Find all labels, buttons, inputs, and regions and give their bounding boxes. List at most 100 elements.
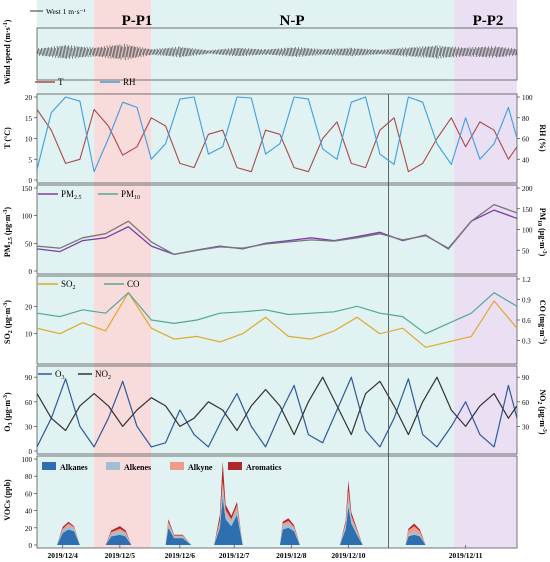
wind-barb <box>349 47 352 57</box>
wind-barb <box>470 48 473 56</box>
wind-barb <box>120 46 123 58</box>
wind-barb <box>43 47 46 57</box>
wind-barb <box>346 48 349 56</box>
wind-barb <box>413 47 416 57</box>
wind-barb <box>466 47 469 57</box>
wind-barb <box>209 49 212 55</box>
wind-barb <box>69 47 72 57</box>
wind-barb <box>312 49 315 55</box>
wind-barb <box>355 48 358 56</box>
wind-barb <box>299 48 302 56</box>
wind-barb <box>192 48 195 56</box>
wind-barb <box>162 48 165 56</box>
wind-barb <box>160 49 163 55</box>
wind-barb <box>319 48 322 56</box>
wind-barb <box>285 48 288 56</box>
wind-barb <box>386 48 389 56</box>
wind-barb <box>85 48 88 56</box>
wind-barb <box>363 48 366 56</box>
series-o3-line <box>37 376 517 448</box>
wind-barb <box>89 47 92 57</box>
ytick-label-gas2-left: 90 <box>25 374 33 382</box>
wind-barb <box>86 46 89 58</box>
wind-barb <box>283 47 286 57</box>
wind-barb <box>316 48 319 56</box>
wind-barb <box>180 47 183 57</box>
wind-barb <box>406 48 409 56</box>
wind-barb <box>183 47 186 57</box>
wind-barb <box>515 49 517 55</box>
wind-barb <box>513 48 516 56</box>
wind-barb <box>432 45 435 59</box>
wind-barb <box>260 49 263 55</box>
wind-barb <box>463 47 466 57</box>
wind-barb <box>392 48 395 56</box>
wind-barb <box>446 46 449 58</box>
wind-barb <box>330 48 333 56</box>
wind-barb <box>338 49 340 55</box>
ytick-label-met-right: 80 <box>522 115 530 123</box>
wind-barb <box>498 46 500 58</box>
wind-barb <box>52 48 55 56</box>
wind-barb <box>493 47 496 57</box>
wind-barb <box>273 49 276 55</box>
wind-barb <box>455 46 458 58</box>
wind-barb <box>329 49 332 55</box>
wind-barb <box>309 48 312 56</box>
wind-barb <box>219 49 222 55</box>
wind-barb <box>118 45 120 59</box>
wind-barb <box>233 47 236 57</box>
wind-barb <box>82 47 85 57</box>
ytick-label-met-left: 20 <box>25 94 33 102</box>
wind-barb <box>325 49 328 55</box>
frame-voc <box>36 455 518 549</box>
wind-barb <box>126 44 129 60</box>
wind-barb <box>303 47 306 57</box>
wind-barb <box>232 48 235 56</box>
plot-area <box>37 43 517 545</box>
wind-barb <box>220 49 223 55</box>
wind-barb <box>223 49 226 55</box>
wind-barb <box>418 48 420 56</box>
wind-barb <box>399 47 402 57</box>
wind-barb <box>485 46 488 58</box>
wind-barb <box>122 46 125 58</box>
y2label-co: CO (mg·m-3) <box>538 300 547 345</box>
ytick-label-met-left: 0 <box>29 177 33 185</box>
wind-barb <box>416 46 419 58</box>
legend-no2-label: NO2 <box>95 369 111 381</box>
wind-barb <box>258 48 260 56</box>
wind-barb <box>228 48 230 56</box>
wind-barb <box>243 49 246 55</box>
wind-barb <box>436 45 439 59</box>
wind-barb <box>265 49 268 55</box>
ytick-label-pm-left: 50 <box>25 240 33 248</box>
wind-barb <box>186 47 189 57</box>
wind-barb <box>149 49 152 55</box>
wind-barb <box>488 46 490 58</box>
wind-barb <box>308 48 310 56</box>
wind-barb <box>208 50 210 54</box>
wind-barb <box>379 49 382 55</box>
ytick-label-pm-right: 50 <box>522 247 530 255</box>
ytick-label-gas2-right: 60 <box>522 399 530 407</box>
wind-barb <box>478 46 480 58</box>
y2label-rh: RH (%) <box>538 124 547 152</box>
wind-barb <box>293 48 296 56</box>
wind-barb <box>109 45 112 59</box>
wind-barb <box>352 49 355 55</box>
wind-barb <box>196 49 199 55</box>
wind-barb <box>165 48 168 56</box>
wind-barb <box>59 45 62 59</box>
wind-barb <box>48 47 50 57</box>
ytick-label-gas1-right: 0.6 <box>522 317 531 325</box>
wind-barb <box>218 49 220 55</box>
wind-barb <box>365 49 368 55</box>
wind-barb <box>235 48 238 56</box>
series-t-line <box>37 108 517 173</box>
wind-barb <box>366 48 369 56</box>
wind-barb <box>505 47 508 57</box>
wind-barb <box>49 47 52 57</box>
series-rh-line <box>37 96 517 173</box>
wind-barb <box>76 46 79 58</box>
